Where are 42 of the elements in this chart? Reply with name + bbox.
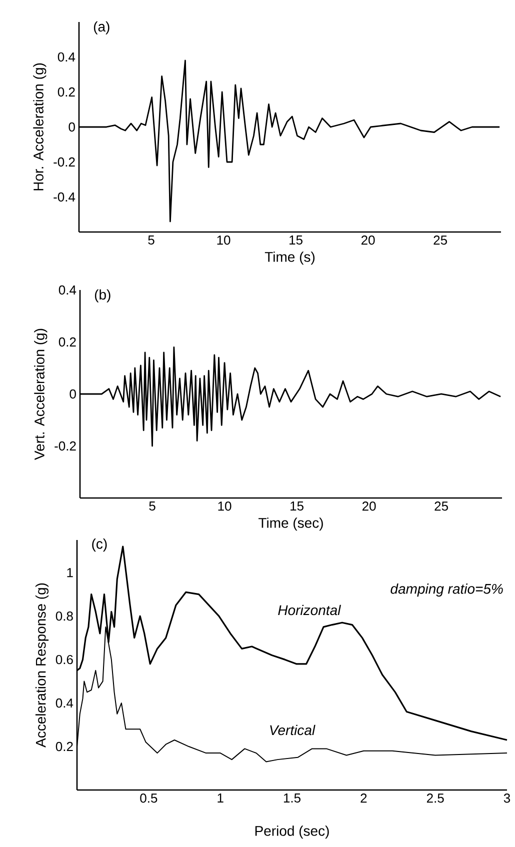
x-tick-label: 5 xyxy=(149,502,156,511)
y-tick-label: 0 xyxy=(68,122,75,132)
series-label: Vertical xyxy=(270,724,316,736)
x-tick-label: 20 xyxy=(362,502,376,511)
y-tick-label: 0.2 xyxy=(58,337,76,347)
x-tick-label: 1 xyxy=(218,794,224,802)
y-tick-label: -0.4 xyxy=(54,192,76,202)
y-tick-label: 0.4 xyxy=(56,698,74,708)
chart-title: (c) xyxy=(92,538,107,552)
y-tick-label: 0.2 xyxy=(58,87,75,97)
x-tick-label: 10 xyxy=(218,502,232,511)
x-tick-label: 5 xyxy=(148,236,154,245)
x-tick-label: 25 xyxy=(434,236,447,245)
chart-title: (b) xyxy=(94,289,110,302)
x-tick-label: 1.5 xyxy=(284,794,300,803)
y-tick-label: 0.2 xyxy=(56,742,73,752)
annotation: damping ratio=5% xyxy=(390,584,503,597)
x-tick-label: 25 xyxy=(434,502,448,511)
y-tick-label: 0.6 xyxy=(56,654,73,664)
y-tick-label: -0.2 xyxy=(54,157,75,167)
x-tick-label: 2.5 xyxy=(426,794,444,803)
y-tick-label: 0.4 xyxy=(58,52,76,62)
x-tick-label: 15 xyxy=(290,236,302,245)
x-tick-label: 20 xyxy=(361,236,375,245)
x-tick-label: 3 xyxy=(504,794,510,803)
x-tick-label: 10 xyxy=(217,236,230,245)
chart-title: (a) xyxy=(94,21,110,34)
y-axis-title: Vert. Acceleration (g) xyxy=(34,328,48,460)
x-tick-label: 0.5 xyxy=(140,794,158,803)
x-axis-title: Time (sec) xyxy=(258,518,323,531)
x-axis-title: Time (s) xyxy=(264,252,315,265)
y-tick-label: 0.8 xyxy=(56,611,73,621)
x-tick-label: 2 xyxy=(360,794,367,803)
y-tick-label: 0 xyxy=(70,389,76,399)
y-axis-title: Hor. Acceleration (g) xyxy=(33,63,46,190)
y-axis-title: Acceleration Response (g) xyxy=(35,583,49,748)
y-tick-label: -0.2 xyxy=(54,441,76,451)
x-axis-title: Period (sec) xyxy=(255,826,329,839)
series-label: Horizontal xyxy=(278,604,342,616)
x-tick-label: 15 xyxy=(290,502,304,511)
y-tick-label: 0.4 xyxy=(58,285,76,295)
y-tick-label: 1 xyxy=(67,568,73,578)
